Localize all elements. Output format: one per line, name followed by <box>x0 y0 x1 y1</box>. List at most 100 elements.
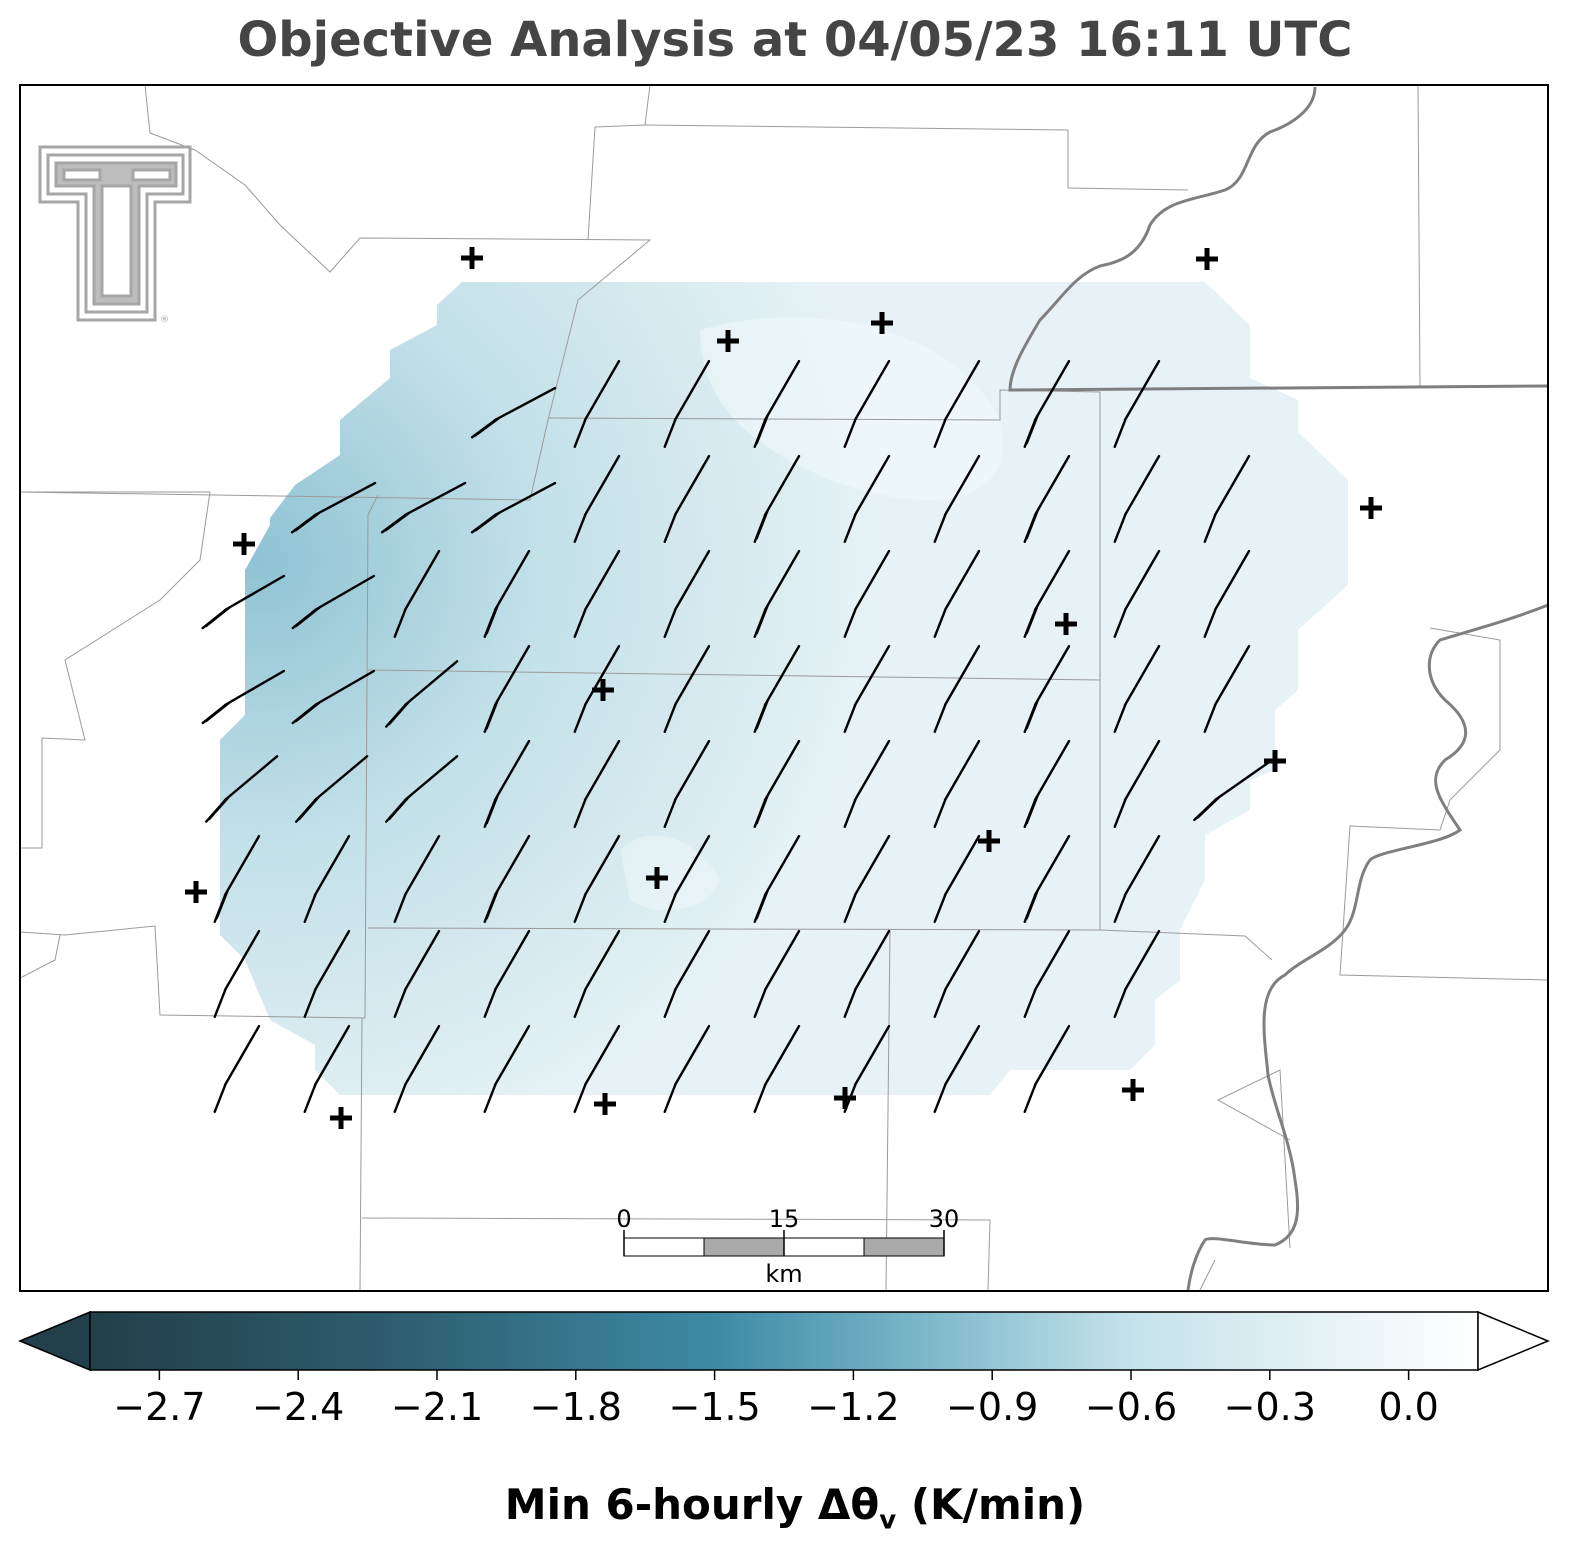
wind-barb <box>933 644 981 733</box>
wind-barb <box>470 481 557 534</box>
wind-barb <box>483 1024 531 1113</box>
analysis-field <box>220 282 1348 1095</box>
wind-barb <box>753 454 801 543</box>
wind-barb <box>843 644 891 733</box>
map-frame <box>19 84 1549 1292</box>
wind-barb <box>290 481 377 534</box>
station-marker <box>1122 1079 1144 1101</box>
station-marker <box>233 533 255 555</box>
wind-barb <box>1203 549 1251 638</box>
wind-barb <box>295 755 369 823</box>
wind-barb <box>1113 454 1161 543</box>
wind-barb <box>213 834 261 923</box>
wind-barb <box>573 929 621 1018</box>
wind-barb <box>753 1024 801 1113</box>
wind-barb <box>933 1024 981 1113</box>
wind-barb <box>1113 549 1161 638</box>
wind-barb <box>291 669 376 725</box>
wind-barb <box>663 1024 711 1113</box>
colorbar-tick-label: 0.0 <box>1378 1385 1438 1429</box>
wind-barb <box>1113 644 1161 733</box>
wind-barb <box>303 1024 351 1113</box>
scale-unit: km <box>765 1260 802 1288</box>
station-marker <box>461 247 483 269</box>
wind-barb <box>933 549 981 638</box>
svg-text:®: ® <box>160 315 169 325</box>
wind-barb <box>843 739 891 828</box>
map-title: Objective Analysis at 04/05/23 16:11 UTC <box>237 12 1353 68</box>
wind-barb <box>1023 834 1071 923</box>
station-marker <box>978 830 1000 852</box>
wind-barb <box>573 739 621 828</box>
wind-barb <box>1193 759 1272 822</box>
colorbar-tick-label: −0.6 <box>1085 1385 1177 1429</box>
scale-tick-30: 30 <box>929 1205 960 1233</box>
wind-barb <box>753 929 801 1018</box>
colorbar-tick-label: −2.1 <box>391 1385 483 1429</box>
station-marker <box>592 679 614 701</box>
wind-barb <box>393 1024 441 1113</box>
wind-barb <box>201 669 286 725</box>
map-panel: ® 0 15 30 km <box>19 84 1549 1292</box>
wind-barb <box>753 739 801 828</box>
wind-barb <box>1203 644 1251 733</box>
wind-barb <box>1113 929 1161 1018</box>
wind-barb <box>573 549 621 638</box>
station-marker <box>871 312 893 334</box>
station-marker <box>1055 613 1077 635</box>
colorbar-body <box>89 1311 1479 1371</box>
wind-barb <box>201 574 286 630</box>
wind-barb <box>933 929 981 1018</box>
wind-barb <box>303 929 351 1018</box>
colorbar-tick-label: −1.8 <box>530 1385 622 1429</box>
wind-barb <box>380 481 467 534</box>
wind-barb <box>205 755 279 823</box>
scale-bar: 0 15 30 km <box>616 1205 959 1288</box>
station-marker <box>1360 497 1382 519</box>
station-marker <box>1264 750 1286 772</box>
wind-barb <box>291 574 376 630</box>
wind-barb <box>843 834 891 923</box>
wind-barb <box>1113 739 1161 828</box>
wind-barb <box>1023 644 1071 733</box>
scale-tick-0: 0 <box>616 1205 631 1233</box>
wind-barb <box>573 834 621 923</box>
colorbar-ticks: −2.7 −2.4 −2.1 −1.8 −1.5 −1.2 −0.9 −0.6 −0.3 0.0 <box>113 1370 1439 1429</box>
wind-barb <box>843 359 891 448</box>
wind-barb <box>1023 929 1071 1018</box>
wind-barb <box>1023 359 1071 448</box>
state-boundaries <box>1008 86 1548 1291</box>
wind-barb <box>663 739 711 828</box>
wind-barb <box>663 549 711 638</box>
wind-barb <box>1113 359 1161 448</box>
wind-barb <box>483 644 531 733</box>
wind-barb <box>483 739 531 828</box>
county-boundaries <box>20 85 1548 1291</box>
wind-barb <box>483 929 531 1018</box>
wind-barb <box>1203 454 1251 543</box>
wind-barb <box>213 929 261 1018</box>
wind-barb <box>573 644 621 733</box>
colorbar-tick-label: −1.2 <box>807 1385 899 1429</box>
wind-barb <box>1023 549 1071 638</box>
wind-barb <box>1023 454 1071 543</box>
station-marker <box>717 330 739 352</box>
wind-barb <box>843 549 891 638</box>
wind-barb <box>213 1024 261 1113</box>
wind-barb <box>385 755 459 823</box>
wind-barb <box>1023 1024 1071 1113</box>
wind-barb <box>393 549 441 638</box>
wind-barb <box>933 739 981 828</box>
station-marker <box>646 867 668 889</box>
wind-barb <box>573 454 621 543</box>
field-gradient-overlay-lower <box>620 835 720 911</box>
colorbar-label: Min 6-hourly Δθv (K/min) <box>504 1480 1086 1536</box>
colorbar-tick-label: −2.4 <box>252 1385 344 1429</box>
wind-barb <box>753 834 801 923</box>
station-marker <box>834 1087 856 1109</box>
colorbar-tick-label: −2.7 <box>113 1385 205 1429</box>
wind-barb <box>663 454 711 543</box>
wind-barb <box>843 929 891 1018</box>
wind-barb <box>393 929 441 1018</box>
wind-barb <box>663 359 711 448</box>
